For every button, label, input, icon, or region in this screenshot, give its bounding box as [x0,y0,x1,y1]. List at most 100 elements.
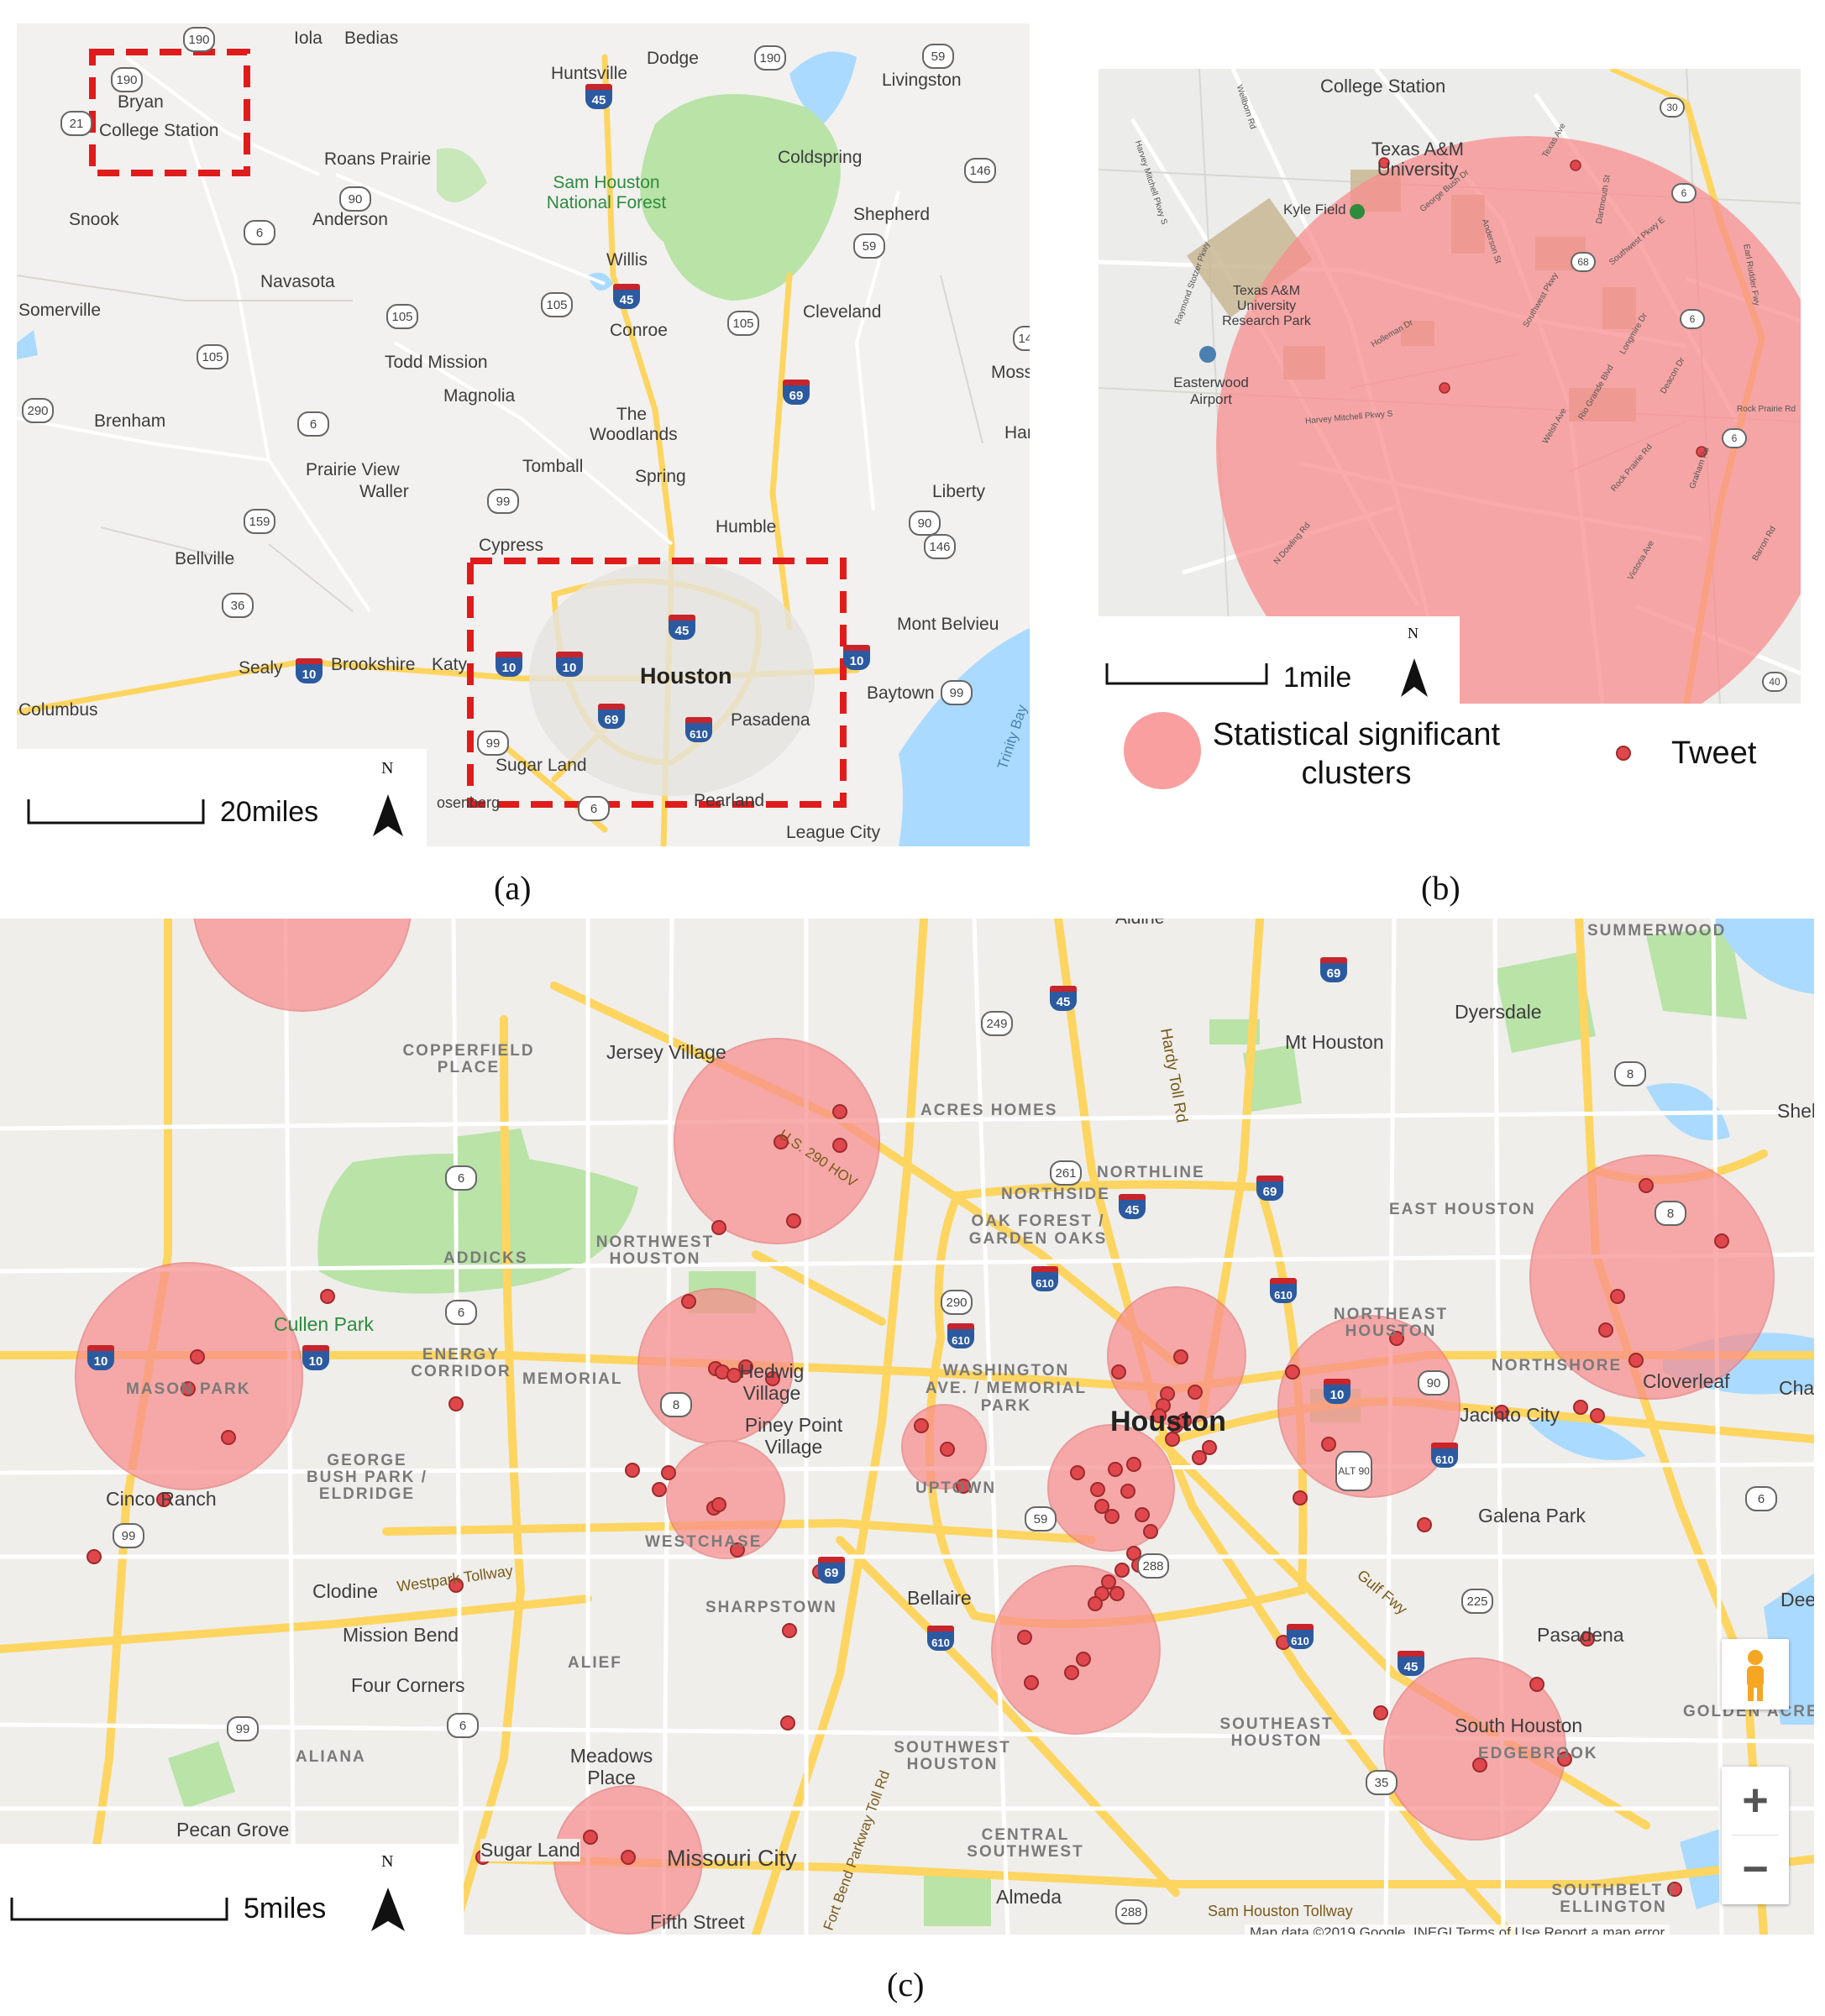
caption-c: (c) [887,1966,925,2003]
route-shield: 105 [386,304,418,329]
cluster-circle [1383,1657,1566,1841]
tweet-point [1639,1178,1654,1193]
city-label: Bryan [118,92,164,112]
place-label: Piney Point Village [744,1414,843,1458]
route-shield: 190 [111,67,143,92]
route-shield: 290 [22,398,54,423]
interstate-shield: 45 [1119,1194,1146,1219]
place-label: Bellaire [907,1587,972,1609]
route-shield: 288 [1115,1899,1147,1924]
district-label: CENTRAL SOUTHWEST [967,1826,1084,1861]
tweet-point [1573,1400,1588,1415]
interstate-shield: 610 [1431,1443,1458,1468]
place-label: Mt Houston [1285,1031,1384,1053]
city-label: Bedias [344,29,399,48]
district-label: NORTHSIDE [1001,1186,1110,1203]
scale-label: 5miles [244,1893,327,1924]
tweet-point [730,1542,745,1558]
zoom-in-button[interactable]: + [1742,1775,1769,1825]
panel-a-base [17,24,1030,846]
route-shield: 99 [941,680,973,705]
city-label: Tomball [522,457,584,476]
city-label: Coldspring [778,148,863,167]
tweet-point [320,1289,335,1304]
city-label: osenberg [437,794,501,811]
route-shield: 6 [578,796,610,821]
tweet-point [1202,1440,1217,1455]
place-label: Kyle Field [1283,202,1346,217]
scale-bar [27,794,403,836]
city-label: Moss [991,363,1030,382]
interstate-shield: 610 [947,1323,974,1348]
route-shield: 146 [1013,326,1030,351]
tweet-point [1628,1353,1644,1368]
tweet-point [190,1349,205,1364]
route-shield: 6 [1680,309,1705,329]
tweet-point [1017,1630,1032,1645]
route-shield: ALT 90 [1335,1451,1372,1491]
route-shield: 6 [445,1165,477,1191]
city-label: Mont Belvieu [897,615,999,634]
north-label: N [381,759,394,778]
district-label: EAST HOUSTON [1389,1201,1536,1218]
district-label: GEORGE BUSH PARK / ELDRIDGE [306,1452,428,1503]
panel-a-map: Iola Bedias Bryan College Station Huntsv… [17,24,1030,846]
tweet-point [448,1396,464,1411]
map-attribution[interactable]: Map data ©2019 Google, INEGI Terms of Us… [1245,1924,1670,1935]
tweet-point [940,1442,955,1457]
tweet-point [1417,1517,1432,1532]
street-view-pegman-button[interactable] [1722,1639,1789,1710]
tweet-point [1373,1705,1388,1720]
tweet-point [726,1368,742,1383]
route-shield: 288 [1137,1553,1169,1579]
district-label: MEMORIAL [522,1370,623,1388]
interstate-shield: 610 [1270,1278,1297,1303]
district-label: NORTHLINE [1097,1164,1205,1181]
place-label: Mission Bend [343,1624,459,1646]
park-label: Sam Houston National Forest [546,173,667,212]
tweet-point [738,1359,753,1375]
scale-bar [10,1888,405,1931]
legend-tweet-label: Tweet [1671,736,1757,771]
tweet-point [765,1371,780,1386]
interstate-shield: 10 [556,652,583,677]
zoom-out-button[interactable]: − [1742,1844,1769,1894]
interstate-shield: 10 [1324,1379,1350,1404]
legend-tweet-swatch [1616,746,1631,761]
route-shield: 249 [981,1011,1013,1036]
city-label: Iola [294,29,323,48]
caption-a: (a) [494,869,532,907]
city-label: Todd Mission [385,353,488,372]
tweet-point [1108,1462,1123,1477]
tweet-point [1192,1450,1207,1465]
tweet-point [914,1418,929,1433]
district-label: UPTOWN [915,1479,997,1497]
scale-box: 20miles N [17,749,427,846]
interstate-shield: 45 [613,284,640,309]
cluster-circle [75,1262,303,1490]
tweet-point [1070,1465,1085,1480]
city-label: College Station [99,121,219,140]
city-label: Anderson [312,210,388,229]
route-shield: 190 [183,27,215,52]
interstate-shield: 69 [1256,1176,1283,1201]
place-label: Pasadena [1537,1624,1624,1646]
tweet-point [1570,160,1581,171]
tweet-point [87,1549,102,1564]
district-label: ACRES HOMES [920,1102,1058,1119]
route-shield: 99 [477,730,509,756]
tweet-point [221,1430,236,1445]
tweet-point [1439,382,1450,394]
cluster-circle [1277,1315,1461,1498]
tweet-point [832,1138,847,1153]
place-label: Texas A&M University Research Park [1222,284,1311,328]
tweet-point [1088,1596,1103,1611]
city-label: Sealy [239,658,283,678]
tweet-point [1389,1331,1404,1346]
tweet-point [1151,1408,1167,1423]
tweet-point [1111,1364,1126,1380]
interstate-shield: 45 [585,84,612,109]
place-label: Galena Park [1478,1505,1586,1526]
place-label: Cloverleaf [1643,1370,1730,1392]
tweet-point [1076,1652,1091,1667]
